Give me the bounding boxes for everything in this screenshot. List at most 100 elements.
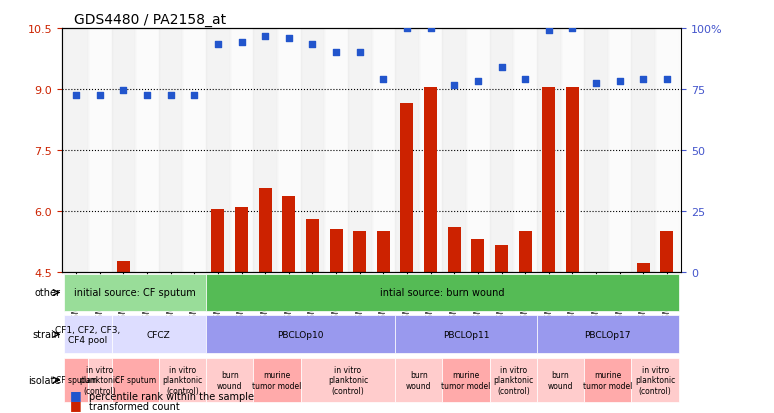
FancyBboxPatch shape	[206, 274, 679, 311]
Bar	[419, 29, 443, 272]
Bar	[277, 29, 300, 272]
Bar	[206, 29, 230, 272]
Point	[70, 93, 82, 99]
Point	[235, 40, 248, 46]
Point	[164, 93, 176, 99]
Bar	[466, 29, 490, 272]
Bar	[447, 227, 461, 272]
Point	[637, 76, 649, 83]
Bar	[513, 29, 537, 272]
Bar	[117, 262, 130, 272]
Text: CF1, CF2, CF3,
CF4 pool: CF1, CF2, CF3, CF4 pool	[55, 325, 121, 344]
Bar	[235, 207, 248, 272]
Point	[661, 76, 673, 83]
Bar	[372, 29, 396, 272]
Point	[94, 93, 106, 99]
Bar	[64, 29, 88, 272]
Text: in vitro
planktonic
(control): in vitro planktonic (control)	[327, 365, 368, 395]
Point	[614, 78, 626, 85]
Text: burn
wound: burn wound	[548, 370, 574, 390]
Point	[354, 50, 366, 57]
Point	[188, 93, 200, 99]
Point	[567, 26, 579, 32]
Bar	[88, 29, 111, 272]
Text: intial source: burn wound: intial source: burn wound	[380, 288, 505, 298]
Text: burn
wound: burn wound	[406, 370, 432, 390]
Bar	[566, 88, 579, 272]
Text: GDS4480 / PA2158_at: GDS4480 / PA2158_at	[74, 12, 227, 26]
Text: in vitro
planktonic
(control): in vitro planktonic (control)	[80, 365, 120, 395]
Bar	[396, 29, 419, 272]
Text: PBCLOp10: PBCLOp10	[277, 330, 324, 339]
Text: percentile rank within the sample: percentile rank within the sample	[89, 392, 254, 401]
FancyBboxPatch shape	[206, 316, 396, 353]
Bar	[211, 209, 224, 272]
Text: CF sputum: CF sputum	[56, 375, 97, 385]
FancyBboxPatch shape	[64, 316, 111, 353]
Bar	[490, 29, 513, 272]
Point	[377, 76, 389, 83]
FancyBboxPatch shape	[584, 358, 632, 402]
Bar	[495, 246, 508, 272]
Point	[141, 93, 153, 99]
Point	[495, 64, 508, 71]
Text: other: other	[35, 288, 60, 298]
Bar	[135, 29, 159, 272]
FancyBboxPatch shape	[537, 358, 584, 402]
Point	[330, 50, 342, 57]
FancyBboxPatch shape	[396, 358, 443, 402]
Bar	[543, 88, 555, 272]
Point	[448, 82, 461, 89]
Point	[259, 34, 272, 40]
Text: murine
tumor model: murine tumor model	[252, 370, 302, 390]
Text: murine
tumor model: murine tumor model	[441, 370, 491, 390]
FancyBboxPatch shape	[632, 358, 679, 402]
Bar	[632, 29, 655, 272]
Bar	[300, 29, 324, 272]
Text: ■: ■	[70, 398, 81, 411]
FancyBboxPatch shape	[206, 358, 253, 402]
FancyBboxPatch shape	[159, 358, 206, 402]
FancyBboxPatch shape	[443, 358, 490, 402]
FancyBboxPatch shape	[88, 358, 111, 402]
Bar	[230, 29, 253, 272]
FancyBboxPatch shape	[396, 316, 537, 353]
Point	[283, 36, 295, 43]
FancyBboxPatch shape	[300, 358, 396, 402]
Bar	[353, 231, 366, 272]
Text: PBCLOp17: PBCLOp17	[584, 330, 631, 339]
Bar	[424, 88, 437, 272]
Point	[519, 76, 531, 83]
Text: transformed count: transformed count	[89, 401, 180, 411]
Point	[401, 26, 413, 32]
Bar	[253, 29, 277, 272]
Bar	[637, 264, 650, 272]
Bar	[111, 29, 135, 272]
Bar	[471, 240, 485, 272]
FancyBboxPatch shape	[111, 358, 159, 402]
Text: CF sputum: CF sputum	[115, 375, 156, 385]
Text: isolate: isolate	[29, 375, 60, 385]
Point	[307, 42, 319, 48]
Text: initial source: CF sputum: initial source: CF sputum	[74, 288, 196, 298]
Bar	[560, 29, 584, 272]
Bar	[348, 29, 372, 272]
Bar	[660, 231, 673, 272]
Bar	[584, 29, 608, 272]
FancyBboxPatch shape	[537, 316, 679, 353]
Bar	[159, 29, 183, 272]
Bar	[306, 219, 319, 272]
Bar	[519, 231, 532, 272]
Bar	[283, 197, 296, 272]
Bar	[324, 29, 348, 272]
Text: in vitro
planktonic
(control): in vitro planktonic (control)	[163, 365, 203, 395]
Bar	[608, 29, 632, 272]
Point	[590, 80, 602, 87]
Point	[543, 28, 555, 34]
Text: PBCLOp11: PBCLOp11	[443, 330, 489, 339]
FancyBboxPatch shape	[111, 316, 206, 353]
Text: murine
tumor model: murine tumor model	[583, 370, 632, 390]
Point	[117, 87, 129, 94]
Bar	[655, 29, 679, 272]
Bar	[330, 229, 343, 272]
